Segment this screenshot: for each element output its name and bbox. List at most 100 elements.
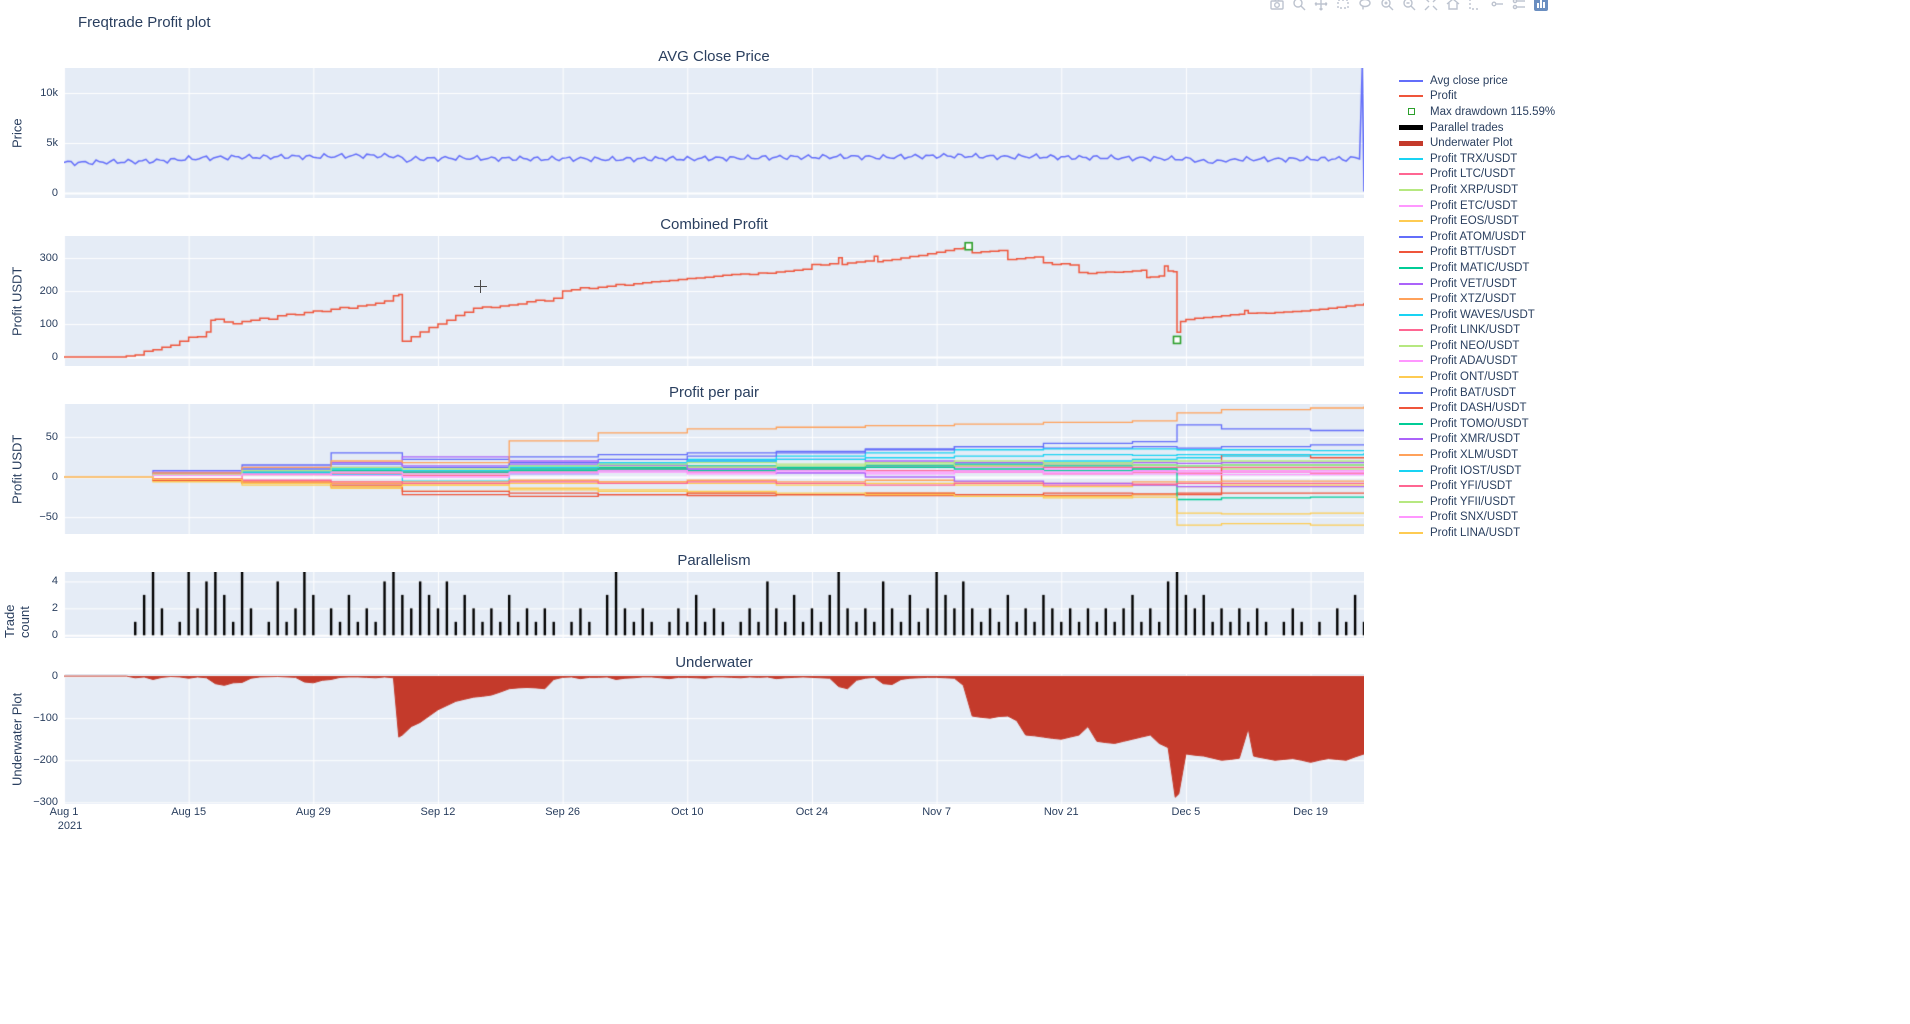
y-axis-label-underwater-plot: Underwater Plot xyxy=(9,692,25,786)
plotly-logo-icon[interactable] xyxy=(1530,0,1552,15)
legend-item[interactable]: Profit WAVES/USDT xyxy=(1398,307,1555,323)
legend-label: Underwater Plot xyxy=(1430,137,1513,150)
legend-item[interactable]: Profit DASH/USDT xyxy=(1398,400,1555,416)
legend-item[interactable]: Profit TRX/USDT xyxy=(1398,151,1555,167)
legend-label: Profit YFI/USDT xyxy=(1430,480,1513,493)
legend-item[interactable]: Profit ATOM/USDT xyxy=(1398,229,1555,245)
legend-item[interactable]: Profit ONT/USDT xyxy=(1398,369,1555,385)
legend-label: Profit YFII/USDT xyxy=(1430,495,1516,508)
pan-icon[interactable] xyxy=(1310,0,1332,15)
legend-label: Profit xyxy=(1430,90,1457,103)
legend-item[interactable]: Parallel trades xyxy=(1398,120,1555,136)
legend-label: Profit XLM/USDT xyxy=(1430,449,1519,462)
legend-item[interactable]: Profit LTC/USDT xyxy=(1398,167,1555,183)
y-tick-label: 50 xyxy=(45,430,58,443)
parallelism-chart-canvas[interactable] xyxy=(64,572,1364,638)
legend-item[interactable]: Profit xyxy=(1398,89,1555,105)
legend-label: Profit BAT/USDT xyxy=(1430,386,1517,399)
legend-sample-line-icon xyxy=(1398,188,1424,191)
legend-label: Profit LTC/USDT xyxy=(1430,168,1516,181)
avg-close-price-chart-canvas[interactable] xyxy=(64,68,1364,198)
reset-axes-icon[interactable] xyxy=(1442,0,1464,15)
legend-sample-line-icon xyxy=(1398,79,1424,82)
legend-label: Profit ADA/USDT xyxy=(1430,355,1518,368)
legend-sample-line-icon xyxy=(1398,485,1424,488)
legend: Avg close price Profit Max drawdown 115.59… xyxy=(1398,73,1555,541)
legend-sample-line-icon xyxy=(1398,532,1424,535)
legend-sample-thick-icon xyxy=(1398,140,1424,146)
y-tick-label: −50 xyxy=(39,511,58,524)
y-tick-label: 100 xyxy=(39,318,58,331)
legend-item[interactable]: Profit BTT/USDT xyxy=(1398,245,1555,261)
x-tick-label: Oct 10 xyxy=(671,806,704,818)
legend-item[interactable]: Profit ETC/USDT xyxy=(1398,198,1555,214)
autoscale-icon[interactable] xyxy=(1420,0,1442,15)
box-select-icon[interactable] xyxy=(1332,0,1354,15)
zoom-in-icon[interactable] xyxy=(1376,0,1398,15)
panel-title-avg-close-price: AVG Close Price xyxy=(658,48,770,65)
legend-item[interactable]: Profit ADA/USDT xyxy=(1398,354,1555,370)
legend-sample-line-icon xyxy=(1398,516,1424,519)
legend-sample-line-icon xyxy=(1398,266,1424,269)
legend-label: Profit LINK/USDT xyxy=(1430,324,1521,337)
legend-sample-line-icon xyxy=(1398,204,1424,207)
legend-label: Profit DASH/USDT xyxy=(1430,402,1527,415)
y-tick-label: 300 xyxy=(39,252,58,265)
y-tick-label: −100 xyxy=(33,712,58,725)
legend-item[interactable]: Profit LINK/USDT xyxy=(1398,323,1555,339)
legend-item[interactable]: Profit MATIC/USDT xyxy=(1398,260,1555,276)
legend-sample-line-icon xyxy=(1398,344,1424,347)
legend-sample-line-icon xyxy=(1398,438,1424,441)
underwater-chart-canvas[interactable] xyxy=(64,674,1364,804)
y-tick-label: 10k xyxy=(40,87,58,99)
legend-label: Profit ATOM/USDT xyxy=(1430,230,1527,243)
profit-per-pair-chart-canvas[interactable] xyxy=(64,404,1364,534)
x-tick-label: Aug 15 xyxy=(171,806,207,818)
legend-item[interactable]: Profit TOMO/USDT xyxy=(1398,416,1555,432)
legend-item[interactable]: Profit EOS/USDT xyxy=(1398,213,1555,229)
legend-item[interactable]: Profit YFII/USDT xyxy=(1398,494,1555,510)
legend-item[interactable]: Profit LINA/USDT xyxy=(1398,525,1555,541)
modebar xyxy=(1266,0,1552,15)
legend-label: Profit XRP/USDT xyxy=(1430,183,1519,196)
panel-title-profit-per-pair: Profit per pair xyxy=(668,384,760,401)
zoom-out-icon[interactable] xyxy=(1398,0,1420,15)
legend-item[interactable]: Profit XRP/USDT xyxy=(1398,182,1555,198)
combined-profit-chart-canvas[interactable] xyxy=(64,236,1364,366)
legend-label: Profit NEO/USDT xyxy=(1430,339,1520,352)
legend-sample-line-icon xyxy=(1398,173,1424,176)
legend-label: Parallel trades xyxy=(1430,121,1504,134)
legend-label: Profit IOST/USDT xyxy=(1430,464,1522,477)
lasso-select-icon[interactable] xyxy=(1354,0,1376,15)
x-tick-label: Nov 21 xyxy=(1043,806,1079,818)
legend-sample-line-icon xyxy=(1398,500,1424,503)
legend-item[interactable]: Profit VET/USDT xyxy=(1398,276,1555,292)
legend-item[interactable]: Profit IOST/USDT xyxy=(1398,463,1555,479)
legend-item[interactable]: Profit XLM/USDT xyxy=(1398,447,1555,463)
y-tick-label: 2 xyxy=(51,602,58,615)
legend-item[interactable]: Profit YFI/USDT xyxy=(1398,478,1555,494)
legend-item[interactable]: Profit NEO/USDT xyxy=(1398,338,1555,354)
hover-compare-icon[interactable] xyxy=(1508,0,1530,15)
legend-sample-thick-icon xyxy=(1398,125,1424,131)
x-tick-label: Sep 12 xyxy=(420,806,456,818)
legend-item[interactable]: Profit XTZ/USDT xyxy=(1398,291,1555,307)
y-tick-label: 5k xyxy=(46,137,58,149)
y-tick-label: 0 xyxy=(51,670,58,683)
legend-sample-line-icon xyxy=(1398,157,1424,160)
hover-closest-icon[interactable] xyxy=(1486,0,1508,15)
toggle-spikelines-icon[interactable] xyxy=(1464,0,1486,15)
legend-sample-line-icon xyxy=(1398,251,1424,254)
legend-item[interactable]: Avg close price xyxy=(1398,73,1555,89)
legend-item[interactable]: Underwater Plot xyxy=(1398,135,1555,151)
legend-sample-line-icon xyxy=(1398,360,1424,363)
zoom-icon[interactable] xyxy=(1288,0,1310,15)
legend-item[interactable]: Max drawdown 115.59% xyxy=(1398,104,1555,120)
legend-item[interactable]: Profit BAT/USDT xyxy=(1398,385,1555,401)
camera-icon[interactable] xyxy=(1266,0,1288,15)
legend-item[interactable]: Profit XMR/USDT xyxy=(1398,432,1555,448)
legend-label: Profit BTT/USDT xyxy=(1430,246,1517,259)
x-tick-label: Oct 24 xyxy=(795,806,829,818)
legend-item[interactable]: Profit SNX/USDT xyxy=(1398,510,1555,526)
